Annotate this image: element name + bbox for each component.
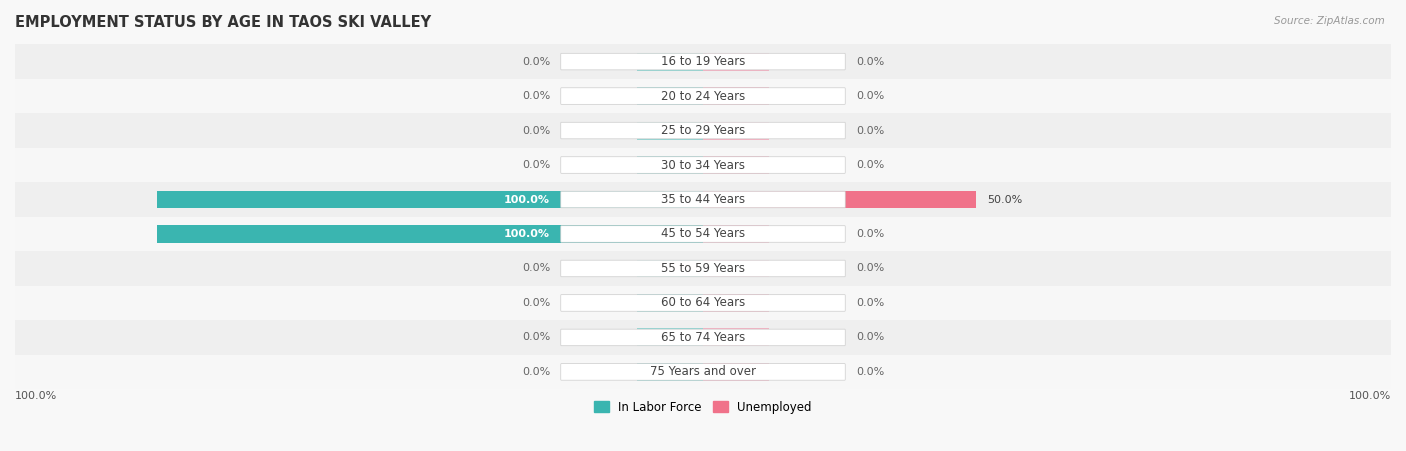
Text: 55 to 59 Years: 55 to 59 Years bbox=[661, 262, 745, 275]
Text: 20 to 24 Years: 20 to 24 Years bbox=[661, 90, 745, 102]
Bar bbox=[10, 286, 1396, 320]
Bar bbox=[637, 328, 703, 346]
Text: 0.0%: 0.0% bbox=[856, 56, 884, 67]
FancyBboxPatch shape bbox=[561, 364, 845, 380]
Text: 60 to 64 Years: 60 to 64 Years bbox=[661, 296, 745, 309]
Bar bbox=[703, 294, 769, 312]
Text: 0.0%: 0.0% bbox=[856, 125, 884, 136]
Text: 0.0%: 0.0% bbox=[522, 263, 550, 273]
Text: 0.0%: 0.0% bbox=[856, 298, 884, 308]
Text: 0.0%: 0.0% bbox=[856, 367, 884, 377]
Text: 0.0%: 0.0% bbox=[856, 332, 884, 342]
Bar bbox=[703, 122, 769, 139]
Text: 75 Years and over: 75 Years and over bbox=[650, 365, 756, 378]
Bar bbox=[637, 156, 703, 174]
Text: 50.0%: 50.0% bbox=[987, 194, 1022, 204]
Text: 0.0%: 0.0% bbox=[522, 125, 550, 136]
Text: 0.0%: 0.0% bbox=[856, 263, 884, 273]
Text: 100.0%: 100.0% bbox=[1348, 391, 1391, 401]
FancyBboxPatch shape bbox=[561, 191, 845, 208]
Bar bbox=[10, 182, 1396, 217]
Bar bbox=[157, 190, 703, 208]
Bar bbox=[10, 79, 1396, 113]
Bar bbox=[637, 363, 703, 381]
Bar bbox=[637, 53, 703, 70]
Bar bbox=[637, 122, 703, 139]
Bar bbox=[10, 44, 1396, 79]
FancyBboxPatch shape bbox=[561, 260, 845, 277]
Text: 35 to 44 Years: 35 to 44 Years bbox=[661, 193, 745, 206]
Text: 65 to 74 Years: 65 to 74 Years bbox=[661, 331, 745, 344]
FancyBboxPatch shape bbox=[561, 157, 845, 173]
Bar bbox=[703, 156, 769, 174]
FancyBboxPatch shape bbox=[561, 88, 845, 104]
Text: 16 to 19 Years: 16 to 19 Years bbox=[661, 55, 745, 68]
Text: 0.0%: 0.0% bbox=[522, 298, 550, 308]
Text: EMPLOYMENT STATUS BY AGE IN TAOS SKI VALLEY: EMPLOYMENT STATUS BY AGE IN TAOS SKI VAL… bbox=[15, 15, 432, 30]
Legend: In Labor Force, Unemployed: In Labor Force, Unemployed bbox=[589, 396, 817, 419]
Bar bbox=[703, 225, 769, 243]
Text: Source: ZipAtlas.com: Source: ZipAtlas.com bbox=[1274, 16, 1385, 26]
Bar bbox=[637, 294, 703, 312]
FancyBboxPatch shape bbox=[561, 122, 845, 139]
Bar bbox=[10, 251, 1396, 286]
Text: 0.0%: 0.0% bbox=[522, 160, 550, 170]
Bar bbox=[157, 225, 703, 243]
Bar bbox=[10, 217, 1396, 251]
Bar bbox=[10, 354, 1396, 389]
Text: 0.0%: 0.0% bbox=[522, 367, 550, 377]
Bar bbox=[10, 320, 1396, 354]
FancyBboxPatch shape bbox=[561, 226, 845, 242]
Text: 100.0%: 100.0% bbox=[505, 229, 550, 239]
FancyBboxPatch shape bbox=[561, 329, 845, 346]
Text: 25 to 29 Years: 25 to 29 Years bbox=[661, 124, 745, 137]
Text: 0.0%: 0.0% bbox=[856, 91, 884, 101]
Text: 0.0%: 0.0% bbox=[522, 91, 550, 101]
Bar bbox=[10, 148, 1396, 182]
Text: 100.0%: 100.0% bbox=[505, 194, 550, 204]
Bar bbox=[637, 87, 703, 105]
Text: 0.0%: 0.0% bbox=[856, 229, 884, 239]
FancyBboxPatch shape bbox=[561, 53, 845, 70]
Text: 0.0%: 0.0% bbox=[522, 56, 550, 67]
Bar bbox=[637, 259, 703, 277]
Bar bbox=[703, 87, 769, 105]
Text: 100.0%: 100.0% bbox=[15, 391, 58, 401]
Bar bbox=[703, 190, 976, 208]
Bar bbox=[703, 259, 769, 277]
Text: 0.0%: 0.0% bbox=[522, 332, 550, 342]
FancyBboxPatch shape bbox=[561, 295, 845, 311]
Text: 45 to 54 Years: 45 to 54 Years bbox=[661, 227, 745, 240]
Text: 0.0%: 0.0% bbox=[856, 160, 884, 170]
Bar bbox=[10, 113, 1396, 148]
Text: 30 to 34 Years: 30 to 34 Years bbox=[661, 158, 745, 171]
Bar bbox=[703, 53, 769, 70]
Bar bbox=[703, 363, 769, 381]
Bar bbox=[703, 328, 769, 346]
